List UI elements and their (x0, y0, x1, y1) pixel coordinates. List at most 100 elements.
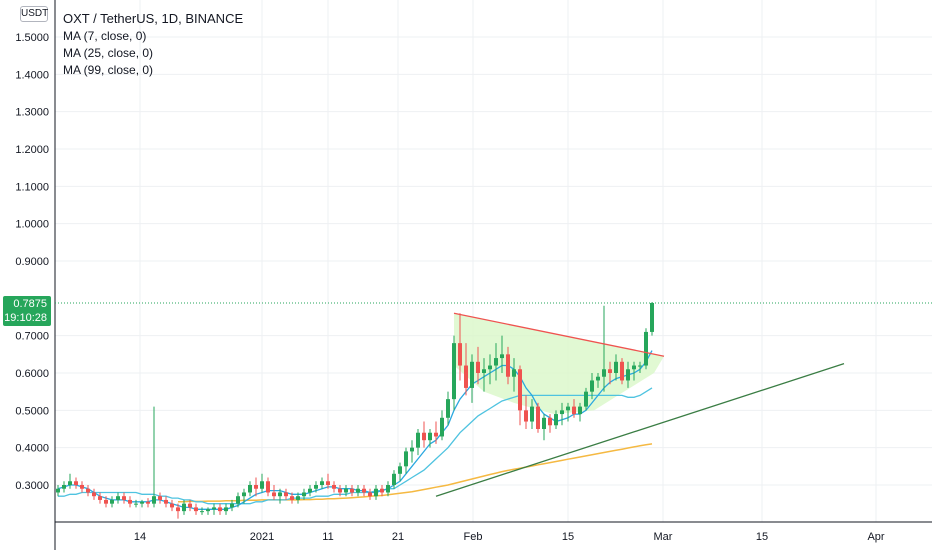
candle (218, 503, 222, 515)
candle (488, 354, 492, 385)
candle (260, 473, 264, 493)
candle (248, 481, 252, 497)
ma25-line (58, 387, 653, 505)
candle-body (218, 507, 222, 512)
candle-body (566, 406, 570, 411)
time-tick-label: Apr (867, 531, 884, 543)
candle (530, 399, 534, 429)
triangle-pattern-fill (454, 313, 664, 415)
candle-body (338, 488, 342, 493)
candle (596, 373, 600, 388)
time-tick-label: 15 (562, 531, 574, 543)
candle-body (164, 499, 168, 504)
candle (392, 470, 396, 489)
candle (464, 343, 468, 396)
candle-body (392, 473, 396, 485)
candle (242, 488, 246, 504)
candle-body (632, 365, 636, 370)
candle (320, 477, 324, 489)
candle-body (368, 492, 372, 497)
symbol-title[interactable]: OXT / TetherUS, 1D, BINANCE (63, 11, 244, 26)
candle (650, 302, 654, 336)
candle (200, 507, 204, 515)
candle (110, 496, 114, 508)
candle (500, 335, 504, 373)
candle (230, 499, 234, 512)
candle (254, 477, 258, 497)
candle-body (74, 481, 78, 485)
price-tick-label: 1.4000 (15, 69, 49, 81)
candle-body (470, 361, 474, 388)
candle-body (236, 496, 240, 504)
price-tick-label: 0.9000 (15, 256, 49, 268)
time-axis[interactable]: 14 2021 11 21 Feb 15 Mar 15 Apr (134, 531, 885, 543)
candle (236, 492, 240, 508)
candle (398, 462, 402, 482)
candle-body (230, 503, 234, 508)
price-tick-label: 1.2000 (15, 144, 49, 156)
candle-body (638, 365, 642, 367)
price-axis[interactable]: 1.5000 1.4000 1.3000 1.2000 1.1000 1.0000 0.90… (15, 32, 49, 492)
candle-body (410, 447, 414, 452)
candle (116, 492, 120, 504)
candle-body (452, 343, 456, 400)
candle (326, 473, 330, 489)
candle (164, 496, 168, 508)
support-trendline[interactable] (435, 363, 845, 497)
candle (314, 481, 318, 493)
candle (452, 335, 456, 411)
candle (272, 485, 276, 500)
candle-body (158, 496, 162, 500)
candle-body (56, 488, 60, 493)
candle-body (434, 432, 438, 437)
resistance-trendline[interactable] (453, 312, 665, 357)
candle-body (596, 376, 600, 381)
price-tick-label: 1.0000 (15, 219, 49, 231)
candle-body (482, 369, 486, 373)
candle-body (530, 406, 534, 422)
candle (62, 481, 66, 493)
candle-body (302, 492, 306, 497)
price-unit-label[interactable]: USDT (20, 6, 48, 22)
candle-body (326, 481, 330, 485)
candle (386, 481, 390, 497)
trend-drawings[interactable] (55, 302, 932, 497)
candle (584, 387, 588, 411)
candle (146, 498, 150, 508)
candle (182, 499, 186, 515)
candle-body (122, 496, 126, 500)
candle-body (290, 496, 294, 500)
candle-body (266, 481, 270, 493)
candle-body (272, 492, 276, 497)
candle (644, 328, 648, 370)
candle (338, 485, 342, 497)
ma7-label[interactable]: MA (7, close, 0) (63, 29, 147, 43)
candle-body (332, 485, 336, 489)
ma25-label[interactable]: MA (25, close, 0) (63, 46, 154, 60)
candle (608, 361, 612, 385)
candle (188, 499, 192, 512)
candle (494, 343, 498, 381)
candle (422, 421, 426, 448)
candle-body (512, 369, 516, 377)
price-tick-label: 1.3000 (15, 107, 49, 119)
candle-body (560, 410, 564, 415)
candle (98, 492, 102, 504)
time-tick-label: Mar (654, 531, 673, 543)
candle (80, 481, 84, 493)
candle-body (626, 369, 630, 381)
candle-body (428, 432, 432, 441)
candle (368, 488, 372, 500)
candle (602, 305, 606, 392)
price-tick-label: 0.4000 (15, 443, 49, 455)
candle (92, 488, 96, 500)
candles (56, 302, 654, 519)
candle (224, 503, 228, 515)
candle (458, 313, 462, 381)
candle (434, 421, 438, 444)
candle-body (134, 503, 138, 505)
candle (632, 361, 636, 381)
candle-body (356, 488, 360, 493)
ma99-label[interactable]: MA (99, close, 0) (63, 63, 154, 77)
